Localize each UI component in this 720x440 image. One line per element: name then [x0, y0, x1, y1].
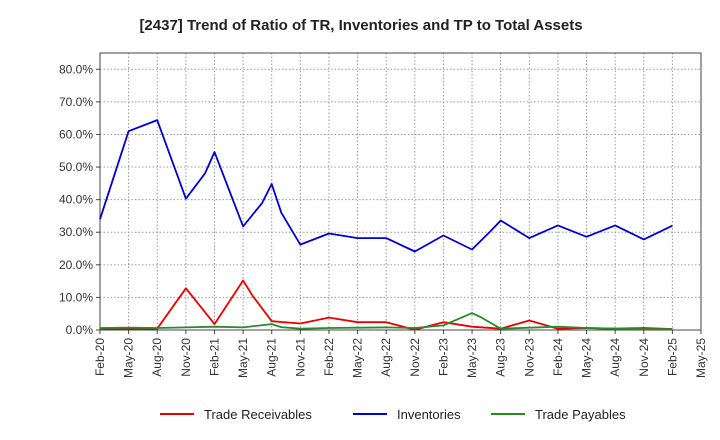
legend-label-inventories: Inventories [397, 407, 461, 422]
x-tick-label: Nov-23 [522, 338, 536, 377]
y-tick-label: 80.0% [59, 62, 93, 76]
series-line-trade-receivables [100, 279, 673, 331]
grid [99, 53, 702, 331]
x-tick-label: Feb-24 [551, 338, 565, 376]
y-tick-label: 20.0% [59, 258, 93, 272]
series-line-inventories [99, 119, 673, 253]
x-tick-label: May-23 [465, 338, 479, 378]
x-tick-label: Feb-20 [93, 338, 107, 376]
legend-label-trade-receivables: Trade Receivables [204, 407, 312, 422]
x-tick-label: Nov-21 [293, 338, 307, 377]
x-axis: Feb-20 May-20 Aug-20 Nov-20 Feb-21 May-21 Aug-… [93, 330, 708, 378]
x-tick-label: Aug-24 [608, 338, 622, 377]
x-tick-label: Feb-22 [322, 338, 336, 376]
x-tick-label: Aug-21 [265, 338, 279, 377]
x-tick-label: Nov-24 [637, 338, 651, 377]
y-tick-label: 0.0% [66, 323, 94, 337]
x-tick-label: May-22 [351, 338, 365, 378]
y-tick-label: 10.0% [59, 290, 93, 304]
x-tick-label: Nov-20 [179, 338, 193, 377]
y-tick-label: 60.0% [59, 127, 93, 141]
x-tick-label: Aug-23 [494, 338, 508, 377]
x-tick-label: May-25 [694, 338, 708, 378]
x-tick-label: Nov-22 [408, 338, 422, 377]
y-tick-label: 50.0% [59, 160, 93, 174]
x-tick-label: Aug-20 [150, 338, 164, 377]
plot-frame [99, 52, 702, 331]
series [99, 119, 673, 331]
x-tick-label: Feb-21 [207, 338, 221, 376]
x-tick-label: May-21 [236, 338, 250, 378]
chart-title: [2437] Trend of Ratio of TR, Inventories… [139, 17, 582, 34]
x-tick-label: Feb-23 [436, 338, 450, 376]
x-tick-label: May-20 [122, 338, 136, 378]
y-axis: 0.0% 10.0% 20.0% 30.0% 40.0% 50.0% 60.0% 70.0% 8… [59, 62, 100, 337]
y-tick-label: 40.0% [59, 193, 93, 207]
x-tick-label: May-24 [580, 338, 594, 378]
legend-label-trade-payables: Trade Payables [535, 407, 626, 422]
y-tick-label: 70.0% [59, 95, 93, 109]
x-tick-label: Feb-25 [665, 338, 679, 376]
y-tick-label: 30.0% [59, 225, 93, 239]
x-tick-label: Aug-22 [379, 338, 393, 377]
series-line-trade-payables [99, 312, 673, 330]
legend: Trade Receivables Inventories Trade Payabl… [160, 407, 626, 422]
